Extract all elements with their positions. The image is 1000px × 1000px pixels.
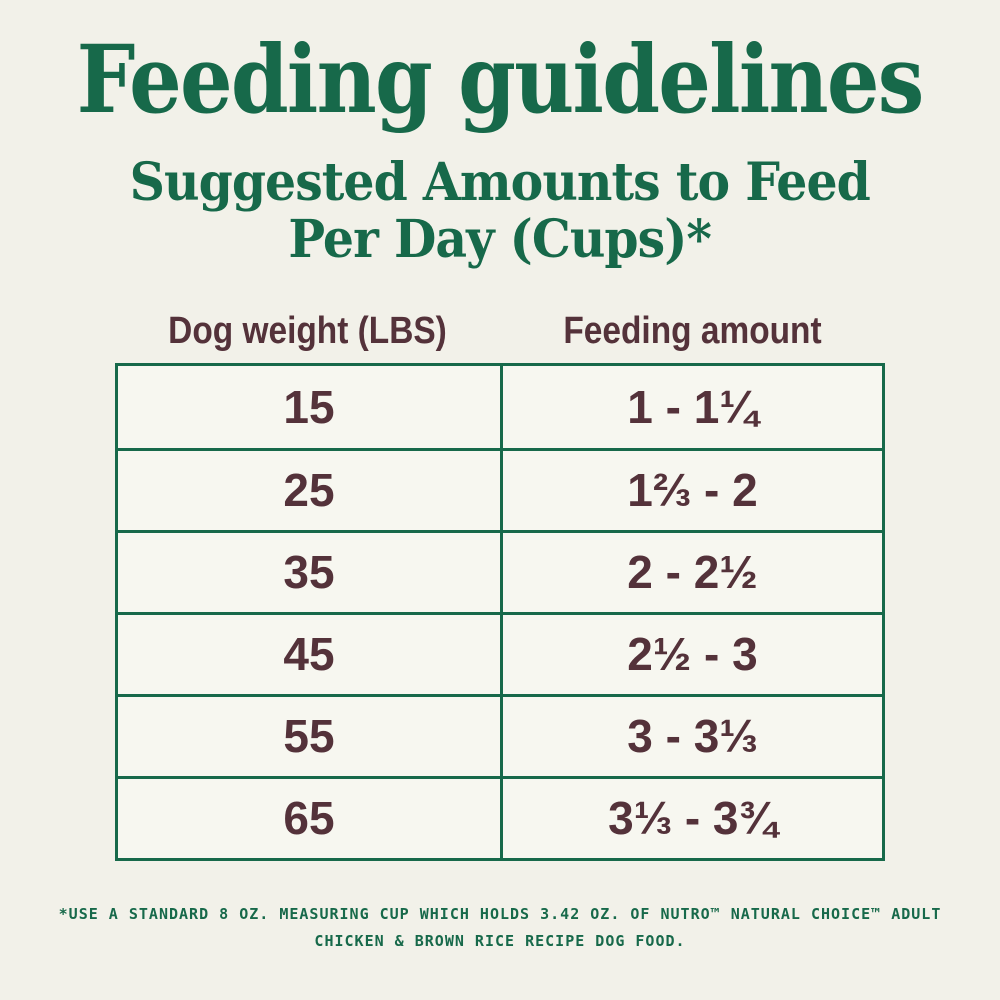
dog-weight-value: 15 — [283, 380, 335, 433]
feeding-amount-value: 3⅓ - 3¾ — [500, 778, 882, 858]
footnote-line-2: CHICKEN & BROWN RICE RECIPE DOG FOOD. — [314, 931, 686, 950]
page-title: Feeding guidelines — [77, 25, 925, 135]
table-row: 55 3 - 3⅓ — [118, 693, 882, 776]
table-row: 35 2 - 2½ — [118, 529, 882, 612]
feeding-table: 15 1 - 1¼ 25 1⅔ - 2 35 2 - 2½ 45 2½ - 3 55 3 - 3⅓… — [115, 362, 885, 861]
column-header-dog-weight: Dog weight (LBS) — [168, 309, 447, 352]
feeding-amount-value: 1 - 1¼ — [500, 365, 882, 448]
dog-weight-value: 55 — [283, 710, 335, 763]
table-row: 65 3⅓ - 3¾ — [118, 775, 882, 858]
dog-weight-value: 35 — [283, 546, 335, 599]
table-row: 45 2½ - 3 — [118, 611, 882, 694]
dog-weight-value: 45 — [283, 628, 335, 681]
table-row: 15 1 - 1¼ — [118, 365, 882, 448]
subtitle-line-2: Per Day (Cups)* — [288, 208, 713, 270]
feeding-amount-value: 2½ - 3 — [500, 614, 882, 694]
dog-weight-value: 25 — [283, 464, 335, 517]
feeding-table-section: Dog weight (LBS) Feeding amount 15 1 - 1¼… — [115, 310, 885, 861]
feeding-amount-value: 1⅔ - 2 — [500, 450, 882, 530]
dog-weight-value: 65 — [283, 792, 335, 845]
column-header-feeding-amount: Feeding amount — [563, 309, 822, 352]
feeding-amount-value: 2 - 2½ — [500, 532, 882, 612]
footnote: *USE A STANDARD 8 OZ. MEASURING CUP WHIC… — [20, 901, 980, 955]
footnote-line-1: *USE A STANDARD 8 OZ. MEASURING CUP WHIC… — [58, 904, 942, 923]
table-row: 25 1⅔ - 2 — [118, 447, 882, 530]
table-header-row: Dog weight (LBS) Feeding amount — [115, 310, 885, 353]
feeding-amount-value: 3 - 3⅓ — [500, 696, 882, 776]
page-subtitle: Suggested Amounts to Feed Per Day (Cups)… — [129, 151, 871, 270]
subtitle-line-1: Suggested Amounts to Feed — [129, 151, 871, 213]
